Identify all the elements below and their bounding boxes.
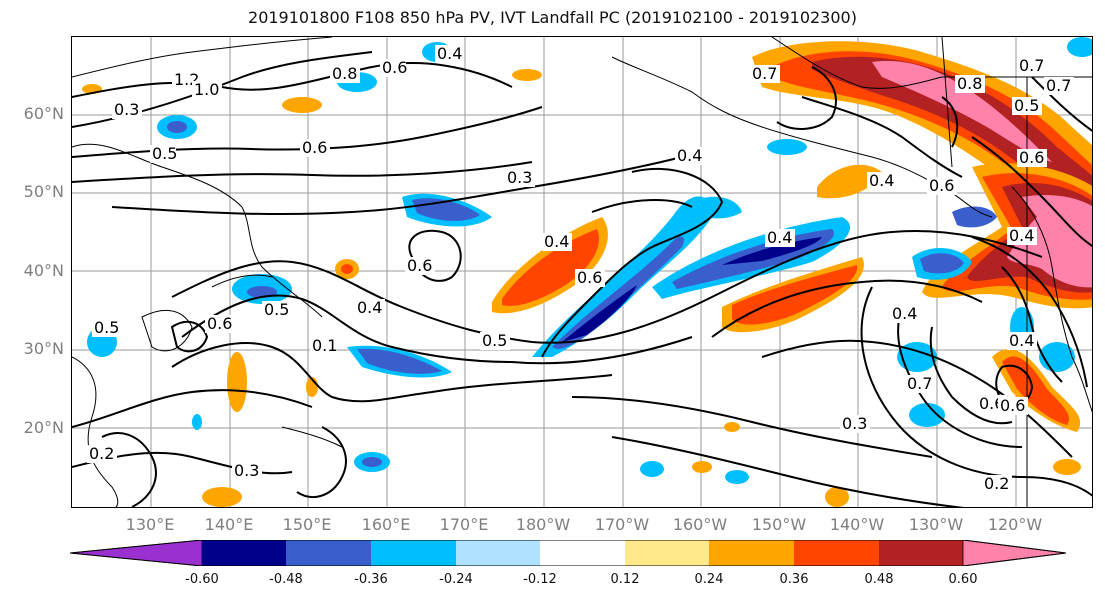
colorbar-segment (456, 540, 540, 566)
contour-label: 0.4 (892, 304, 917, 323)
contour-label: 0.5 (94, 318, 119, 337)
contour-label: 0.3 (234, 461, 259, 480)
contour-label: 0.2 (89, 444, 114, 463)
colorbar-tick-label: -0.48 (269, 572, 303, 587)
contour-label: 0.6 (382, 58, 407, 77)
colorbar-segment (709, 540, 794, 566)
contour-label: 0.4 (437, 44, 462, 63)
contour-label: 0.4 (357, 298, 382, 317)
contour-label: 0.5 (152, 144, 177, 163)
colorbar-tick-label: 0.36 (779, 572, 809, 587)
colorbar-segment (540, 540, 625, 566)
contour-label: 0.6 (302, 138, 327, 157)
contour-label: 0.8 (332, 64, 357, 83)
lon-label: 180°W (515, 515, 571, 534)
colorbar-tick-label: 0.60 (948, 572, 978, 587)
contour-label: 0.7 (1019, 56, 1044, 75)
lat-label-40n: 40°N (23, 261, 64, 280)
contour-label: 0.1 (312, 336, 337, 355)
colorbar-segment (625, 540, 709, 566)
contour-label: 0.4 (677, 146, 702, 165)
contour-label: 0.4 (869, 171, 894, 190)
colorbar-tick-label: 0.12 (610, 572, 640, 587)
colorbar-segment (286, 540, 371, 566)
contour-label: 0.7 (752, 64, 777, 83)
lon-label: 160°E (361, 515, 411, 534)
contour-label: 0.5 (264, 300, 289, 319)
contour-label: 0.3 (842, 414, 867, 433)
lon-label: 120°W (987, 515, 1043, 534)
map-svg: 1.2 1.0 0.8 0.6 0.4 0.5 0.6 0.3 0.4 0.6 … (72, 37, 1092, 507)
lon-label: 160°W (672, 515, 728, 534)
colorbar-tick-label: 0.24 (694, 572, 724, 587)
colorbar-tick-label: -0.12 (523, 572, 557, 587)
contour-label: 0.4 (767, 228, 792, 247)
colorbar-tick-label: -0.60 (185, 572, 219, 587)
contour-labels: 1.2 1.0 0.8 0.6 0.4 0.5 0.6 0.3 0.4 0.6 … (87, 44, 1074, 493)
colorbar (70, 540, 1066, 566)
lon-label: 150°W (751, 515, 807, 534)
colorbar-segment (70, 540, 203, 566)
contour-label: 0.6 (1019, 148, 1044, 167)
contour-lines (72, 51, 1092, 507)
lon-label: 140°E (204, 515, 254, 534)
colorbar-segment (794, 540, 879, 566)
contour-label: 0.7 (1046, 76, 1071, 95)
lon-label: 130°W (908, 515, 964, 534)
colorbar-tick-label: -0.24 (439, 572, 473, 587)
contour-label: 0.4 (1009, 331, 1034, 350)
lon-label: 170°W (594, 515, 650, 534)
contour-label: 0.3 (114, 100, 139, 119)
lon-label: 150°E (282, 515, 332, 534)
lat-label-60n: 60°N (23, 104, 64, 123)
lat-label-50n: 50°N (23, 182, 64, 201)
contour-label: 0.2 (984, 474, 1009, 493)
colorbar-segment (879, 540, 963, 566)
shaded-anomalies (82, 37, 1092, 507)
lat-label-30n: 30°N (23, 339, 64, 358)
contour-label: 0.3 (507, 168, 532, 187)
lon-label: 170°E (439, 515, 489, 534)
contour-label: 0.6 (407, 256, 432, 275)
colorbar-tick-label: 0.48 (864, 572, 894, 587)
map-plot-area: 1.2 1.0 0.8 0.6 0.4 0.5 0.6 0.3 0.4 0.6 … (71, 36, 1093, 508)
lon-label: 130°E (125, 515, 175, 534)
contour-label: 0.5 (482, 331, 507, 350)
contour-label: 0.8 (957, 74, 982, 93)
colorbar-segment (371, 540, 456, 566)
contour-label: 0.6 (929, 176, 954, 195)
contour-label: 0.6 (1000, 396, 1025, 415)
contour-label: 0.5 (1014, 96, 1039, 115)
contour-label: 0.4 (544, 232, 569, 251)
colorbar-tick-label: -0.36 (354, 572, 388, 587)
contour-label: 0.6 (207, 314, 232, 333)
colorbar-segment (962, 540, 1066, 566)
map-title: 2019101800 F108 850 hPa PV, IVT Landfall… (248, 8, 857, 27)
contour-label: 1.0 (194, 80, 219, 99)
lon-label: 140°W (829, 515, 885, 534)
contour-label: 0.6 (577, 268, 602, 287)
contour-label: 0.7 (907, 374, 932, 393)
lat-label-20n: 20°N (23, 418, 64, 437)
colorbar-segment (202, 540, 286, 566)
contour-label: 0.4 (1009, 226, 1034, 245)
